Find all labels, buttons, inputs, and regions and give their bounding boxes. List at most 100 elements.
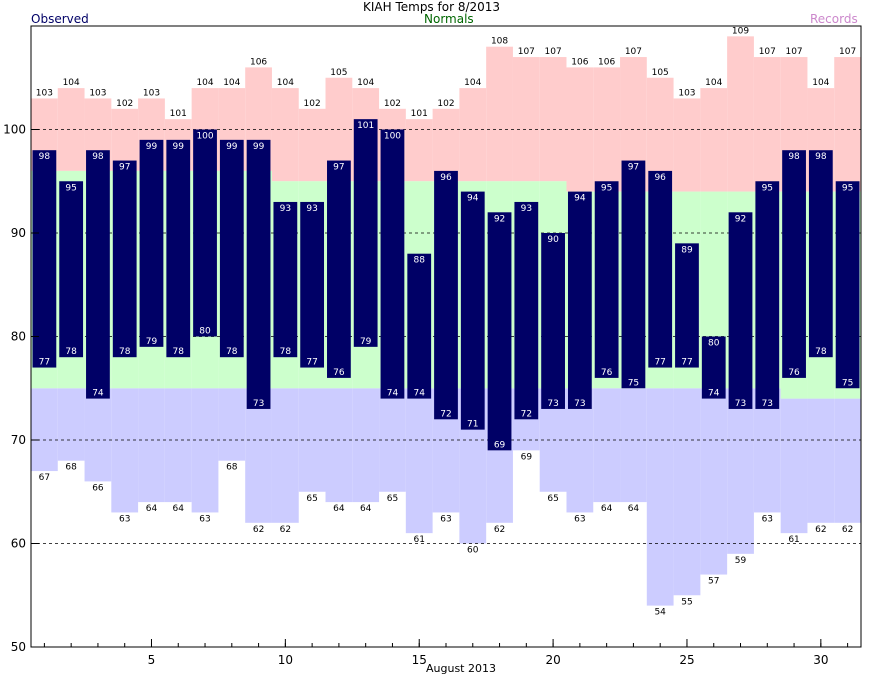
observed-bar xyxy=(273,201,298,358)
observed-bar xyxy=(675,243,699,368)
record-high-band xyxy=(486,46,513,182)
observed-high-label: 89 xyxy=(681,245,693,255)
observed-high-label: 96 xyxy=(440,173,452,183)
y-tick-label: 80 xyxy=(11,330,26,344)
record-high-label: 105 xyxy=(652,68,669,78)
observed-high-label: 98 xyxy=(92,152,104,162)
observed-low-label: 73 xyxy=(253,399,264,409)
observed-low-label: 78 xyxy=(173,347,185,357)
observed-low-label: 73 xyxy=(547,399,558,409)
observed-bar xyxy=(621,160,646,389)
x-tick-label: 25 xyxy=(679,653,694,667)
record-high-band xyxy=(727,36,754,192)
record-high-label: 107 xyxy=(785,47,802,57)
observed-bar xyxy=(353,119,378,347)
record-low-band xyxy=(218,388,246,461)
record-high-label: 109 xyxy=(732,26,749,36)
observed-low-label: 77 xyxy=(654,358,665,368)
record-low-band xyxy=(673,388,701,596)
record-high-label: 106 xyxy=(571,57,588,67)
x-tick-label: 5 xyxy=(148,653,156,667)
observed-bar xyxy=(59,181,84,358)
record-low-band xyxy=(325,388,353,503)
record-low-band xyxy=(111,388,139,513)
record-low-band xyxy=(191,388,219,513)
record-low-label: 57 xyxy=(708,577,719,587)
y-tick-label: 100 xyxy=(3,123,26,137)
observed-high-label: 93 xyxy=(280,204,291,214)
observed-high-label: 97 xyxy=(628,163,639,173)
record-low-label: 66 xyxy=(92,483,104,493)
observed-high-label: 97 xyxy=(119,163,130,173)
record-high-band xyxy=(512,57,540,182)
observed-bar xyxy=(407,253,432,399)
observed-bar xyxy=(460,191,485,430)
observed-bar xyxy=(701,336,726,399)
observed-low-label: 76 xyxy=(788,368,800,378)
record-low-band xyxy=(271,388,299,523)
observed-bar xyxy=(487,212,512,451)
observed-low-label: 76 xyxy=(333,368,345,378)
observed-bar xyxy=(139,139,164,347)
observed-high-label: 98 xyxy=(788,152,800,162)
record-low-label: 62 xyxy=(842,525,853,535)
observed-bar xyxy=(112,160,137,358)
legend-records: Records xyxy=(810,12,858,26)
observed-high-label: 95 xyxy=(65,183,76,193)
record-high-band xyxy=(271,88,299,182)
observed-bar xyxy=(567,191,592,409)
observed-low-label: 77 xyxy=(39,358,50,368)
observed-low-label: 74 xyxy=(387,389,399,399)
observed-bar xyxy=(327,160,351,378)
record-high-label: 103 xyxy=(678,88,695,98)
observed-high-label: 88 xyxy=(413,256,425,266)
record-low-label: 68 xyxy=(65,463,77,473)
observed-low-label: 74 xyxy=(92,389,104,399)
observed-low-label: 78 xyxy=(119,347,131,357)
observed-high-label: 99 xyxy=(173,142,185,152)
record-high-label: 107 xyxy=(839,47,856,57)
observed-high-label: 95 xyxy=(601,183,612,193)
record-high-label: 103 xyxy=(143,88,160,98)
record-low-label: 62 xyxy=(494,525,505,535)
record-low-band xyxy=(245,388,272,523)
x-tick-label: 30 xyxy=(813,653,828,667)
record-low-label: 67 xyxy=(39,473,50,483)
record-low-label: 65 xyxy=(387,494,398,504)
record-high-band xyxy=(405,119,433,182)
observed-bar xyxy=(782,150,806,378)
record-low-label: 62 xyxy=(280,525,291,535)
observed-low-label: 78 xyxy=(65,347,77,357)
record-low-label: 68 xyxy=(226,463,238,473)
record-low-band xyxy=(164,388,192,503)
record-low-label: 54 xyxy=(654,608,666,618)
record-high-band xyxy=(539,57,567,182)
observed-low-label: 69 xyxy=(494,440,506,450)
observed-low-label: 77 xyxy=(306,358,317,368)
observed-high-label: 90 xyxy=(547,235,559,245)
record-low-band xyxy=(138,388,165,503)
record-low-band xyxy=(807,398,835,523)
observed-low-label: 75 xyxy=(842,378,853,388)
observed-low-label: 74 xyxy=(708,389,720,399)
record-high-label: 101 xyxy=(170,109,187,119)
x-tick-label: 20 xyxy=(545,653,560,667)
observed-high-label: 100 xyxy=(196,132,213,142)
record-low-label: 63 xyxy=(574,514,585,524)
record-low-label: 55 xyxy=(681,597,692,607)
x-axis-label: August 2013 xyxy=(426,662,496,675)
record-low-band xyxy=(31,388,58,472)
observed-high-label: 92 xyxy=(494,214,505,224)
record-high-label: 104 xyxy=(196,78,213,88)
observed-low-label: 79 xyxy=(146,337,158,347)
observed-bar xyxy=(219,139,244,358)
record-high-label: 104 xyxy=(63,78,80,88)
record-high-label: 107 xyxy=(759,47,776,57)
record-high-label: 108 xyxy=(491,37,508,47)
record-high-band xyxy=(432,108,460,182)
observed-high-label: 94 xyxy=(467,194,479,204)
record-low-band xyxy=(84,388,112,482)
observed-high-label: 99 xyxy=(146,142,158,152)
y-tick-label: 60 xyxy=(11,537,26,551)
